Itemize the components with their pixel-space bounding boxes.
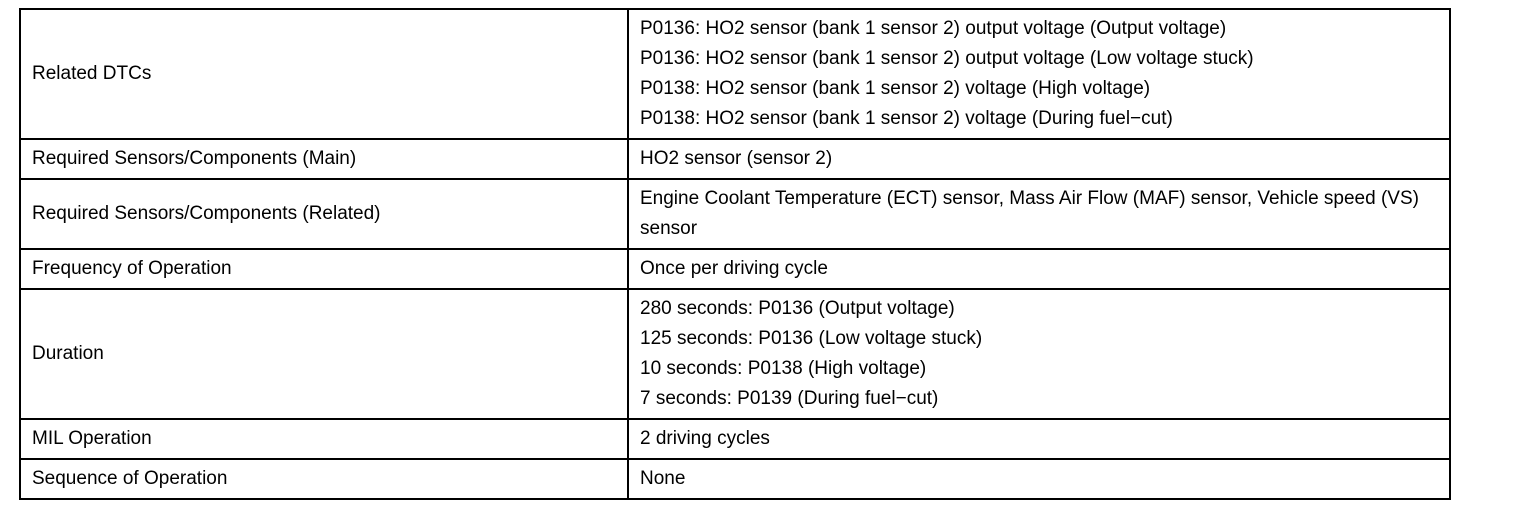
value-line: 125 seconds: P0136 (Low voltage stuck): [640, 328, 983, 349]
row-label: Required Sensors/Components (Main): [19, 138, 629, 180]
row-value: 280 seconds: P0136 (Output voltage) 125 …: [627, 288, 1451, 420]
value-line: 7 seconds: P0139 (During fuel−cut): [640, 388, 939, 409]
value-line: Once per driving cycle: [640, 258, 828, 279]
value-line: Engine Coolant Temperature (ECT) sensor,…: [640, 188, 1419, 239]
value-line: None: [640, 468, 686, 489]
table-row: Related DTCs P0136: HO2 sensor (bank 1 s…: [19, 8, 1451, 140]
row-label: Sequence of Operation: [19, 458, 629, 500]
value-line: P0138: HO2 sensor (bank 1 sensor 2) volt…: [640, 78, 1151, 99]
table-row: Required Sensors/Components (Related) En…: [19, 178, 1451, 250]
table-row: MIL Operation 2 driving cycles: [19, 418, 1451, 460]
row-value: Once per driving cycle: [627, 248, 1451, 290]
value-line: 280 seconds: P0136 (Output voltage): [640, 298, 955, 319]
row-value: HO2 sensor (sensor 2): [627, 138, 1451, 180]
value-line: P0136: HO2 sensor (bank 1 sensor 2) outp…: [640, 18, 1227, 39]
row-label: Duration: [19, 288, 629, 420]
table-row: Duration 280 seconds: P0136 (Output volt…: [19, 288, 1451, 420]
row-value: Engine Coolant Temperature (ECT) sensor,…: [627, 178, 1451, 250]
row-label: MIL Operation: [19, 418, 629, 460]
row-label: Related DTCs: [19, 8, 629, 140]
row-value: 2 driving cycles: [627, 418, 1451, 460]
row-value: P0136: HO2 sensor (bank 1 sensor 2) outp…: [627, 8, 1451, 140]
table-row: Sequence of Operation None: [19, 458, 1451, 500]
value-line: HO2 sensor (sensor 2): [640, 148, 833, 169]
value-line: 2 driving cycles: [640, 428, 770, 449]
row-label: Frequency of Operation: [19, 248, 629, 290]
value-line: P0138: HO2 sensor (bank 1 sensor 2) volt…: [640, 108, 1173, 129]
monitor-spec-table: Related DTCs P0136: HO2 sensor (bank 1 s…: [19, 8, 1451, 500]
row-value: None: [627, 458, 1451, 500]
table-row: Frequency of Operation Once per driving …: [19, 248, 1451, 290]
row-label: Required Sensors/Components (Related): [19, 178, 629, 250]
table-row: Required Sensors/Components (Main) HO2 s…: [19, 138, 1451, 180]
value-line: 10 seconds: P0138 (High voltage): [640, 358, 927, 379]
value-line: P0136: HO2 sensor (bank 1 sensor 2) outp…: [640, 48, 1254, 69]
